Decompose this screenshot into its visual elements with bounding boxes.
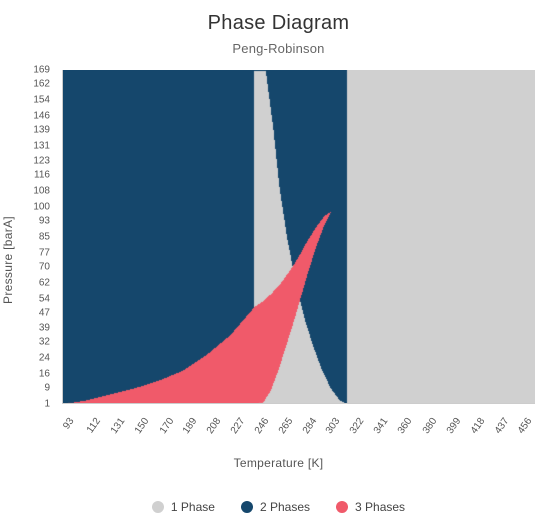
y-axis-label: Pressure [barA]	[1, 216, 15, 304]
x-tick: 380	[421, 416, 440, 436]
x-tick: 360	[396, 416, 415, 436]
chart-title: Phase Diagram	[18, 12, 539, 35]
plot-container: Pressure [barA] 191624323947546270778593…	[18, 70, 539, 450]
x-tick: 399	[445, 416, 464, 436]
legend-label-3phases: 3 Phases	[355, 500, 405, 514]
x-tick: 303	[324, 416, 343, 436]
x-tick: 341	[372, 416, 391, 436]
y-tick: 47	[39, 307, 50, 318]
legend-item-1phase: 1 Phase	[152, 500, 215, 514]
x-tick: 93	[61, 416, 76, 431]
legend-item-2phases: 2 Phases	[241, 500, 310, 514]
x-tick: 112	[85, 416, 103, 435]
swatch-1phase-icon	[152, 501, 164, 513]
y-tick: 32	[39, 337, 50, 348]
x-tick: 456	[516, 416, 535, 436]
y-tick: 77	[39, 247, 50, 258]
y-tick: 62	[39, 277, 50, 288]
chart-subtitle: Peng-Robinson	[18, 41, 539, 56]
y-tick: 1	[44, 399, 50, 410]
y-tick: 93	[39, 216, 50, 227]
y-tick: 108	[33, 186, 50, 197]
y-tick: 24	[39, 353, 50, 364]
axes: 1916243239475462707785931001081161231311…	[62, 70, 535, 404]
y-axis-line	[62, 70, 63, 404]
swatch-3phases-icon	[336, 501, 348, 513]
x-tick: 227	[229, 416, 248, 436]
x-tick: 284	[300, 416, 319, 436]
y-tick: 139	[33, 124, 50, 135]
y-tick: 70	[39, 261, 50, 272]
phase-diagram-card: Phase Diagram Peng-Robinson Pressure [ba…	[0, 0, 557, 518]
y-tick: 85	[39, 232, 50, 243]
x-tick: 246	[253, 416, 272, 436]
y-tick: 54	[39, 293, 50, 304]
legend-label-2phases: 2 Phases	[260, 500, 310, 514]
x-tick: 150	[132, 416, 151, 436]
x-tick: 189	[181, 416, 200, 436]
y-tick: 131	[33, 140, 50, 151]
swatch-2phases-icon	[241, 501, 253, 513]
y-tick: 100	[33, 202, 50, 213]
x-tick: 437	[492, 416, 511, 436]
y-tick: 9	[44, 383, 50, 394]
x-tick: 131	[108, 416, 127, 436]
plot-area	[62, 70, 535, 404]
y-tick: 169	[33, 65, 50, 76]
legend-label-1phase: 1 Phase	[171, 500, 215, 514]
phase-heatmap	[62, 70, 535, 404]
y-tick: 16	[39, 369, 50, 380]
y-tick: 162	[33, 78, 50, 89]
y-tick: 116	[34, 170, 50, 181]
legend-item-3phases: 3 Phases	[336, 500, 405, 514]
x-tick: 418	[469, 416, 488, 436]
legend: 1 Phase 2 Phases 3 Phases	[18, 500, 539, 514]
x-axis-label: Temperature [K]	[18, 456, 539, 470]
y-tick: 146	[33, 110, 50, 121]
y-tick: 39	[39, 323, 50, 334]
x-tick: 322	[348, 416, 367, 436]
x-tick: 170	[157, 416, 176, 436]
x-tick: 208	[205, 416, 224, 436]
x-tick: 265	[277, 416, 296, 436]
y-tick: 154	[33, 94, 50, 105]
y-tick: 123	[33, 156, 50, 167]
x-axis-line	[62, 403, 535, 404]
